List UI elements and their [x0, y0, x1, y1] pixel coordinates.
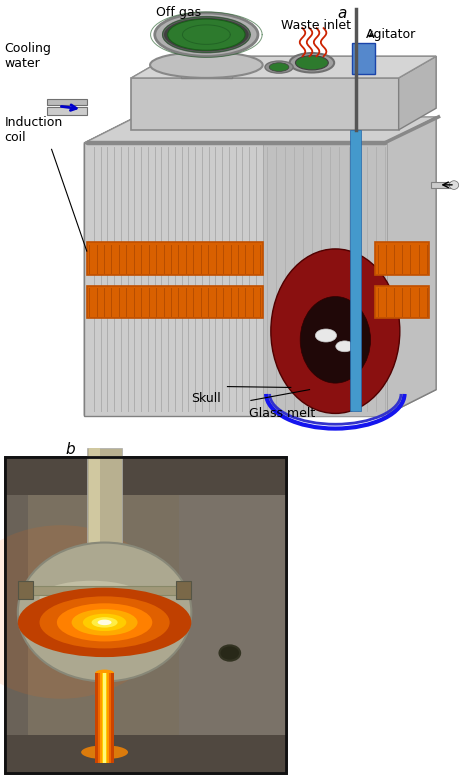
Ellipse shape — [39, 581, 144, 615]
Polygon shape — [399, 56, 436, 129]
Ellipse shape — [57, 603, 152, 641]
Bar — [5, 457, 286, 773]
Ellipse shape — [18, 587, 191, 657]
Ellipse shape — [155, 13, 258, 56]
Polygon shape — [84, 117, 136, 416]
Ellipse shape — [290, 53, 334, 73]
Bar — [89, 448, 100, 590]
Bar — [87, 285, 263, 318]
Ellipse shape — [271, 249, 400, 413]
Ellipse shape — [163, 17, 250, 52]
Ellipse shape — [72, 609, 137, 636]
Bar — [375, 243, 429, 275]
Bar — [5, 736, 286, 773]
Ellipse shape — [300, 296, 371, 383]
Bar — [131, 78, 399, 129]
Circle shape — [449, 181, 459, 190]
Ellipse shape — [269, 62, 289, 72]
Ellipse shape — [81, 746, 128, 759]
Bar — [179, 457, 286, 773]
Ellipse shape — [98, 619, 112, 625]
Text: Waste inlet: Waste inlet — [281, 20, 351, 33]
Bar — [431, 182, 454, 188]
Bar — [5, 457, 286, 495]
Ellipse shape — [0, 525, 170, 699]
Bar — [263, 143, 387, 416]
Bar — [47, 107, 87, 115]
Bar — [95, 673, 114, 763]
Text: Agitator: Agitator — [366, 28, 416, 41]
Ellipse shape — [150, 52, 263, 78]
Bar — [176, 581, 191, 599]
Bar — [181, 44, 232, 78]
Bar — [375, 285, 429, 318]
Bar — [102, 673, 107, 763]
Polygon shape — [84, 117, 436, 143]
Bar — [350, 129, 361, 411]
Ellipse shape — [265, 61, 293, 73]
Text: b: b — [66, 441, 75, 456]
Bar — [84, 143, 385, 416]
Ellipse shape — [18, 543, 191, 682]
Polygon shape — [131, 56, 436, 78]
Bar — [103, 673, 106, 763]
Bar — [87, 243, 263, 275]
Bar — [47, 99, 87, 105]
Bar — [28, 470, 183, 739]
Polygon shape — [84, 389, 436, 416]
Text: Glass melt: Glass melt — [249, 407, 315, 420]
Ellipse shape — [295, 55, 328, 70]
Bar — [100, 673, 109, 763]
Text: Induction
coil: Induction coil — [5, 116, 63, 144]
Ellipse shape — [315, 329, 336, 342]
Bar — [87, 448, 122, 590]
Bar — [5, 457, 103, 773]
Circle shape — [219, 645, 240, 661]
Ellipse shape — [95, 669, 114, 676]
Text: Off gas: Off gas — [156, 6, 201, 20]
Ellipse shape — [91, 617, 118, 628]
Bar — [352, 44, 375, 73]
Polygon shape — [385, 117, 436, 416]
Text: a: a — [338, 6, 347, 22]
Bar — [98, 673, 111, 763]
Ellipse shape — [168, 19, 245, 50]
Bar — [5, 457, 286, 773]
Ellipse shape — [83, 614, 126, 631]
Bar — [18, 581, 33, 599]
Text: Skull: Skull — [191, 392, 221, 405]
Bar — [22, 586, 187, 594]
Ellipse shape — [336, 341, 354, 352]
Polygon shape — [131, 56, 436, 78]
Text: Cooling
water: Cooling water — [5, 42, 52, 70]
Ellipse shape — [39, 597, 170, 648]
